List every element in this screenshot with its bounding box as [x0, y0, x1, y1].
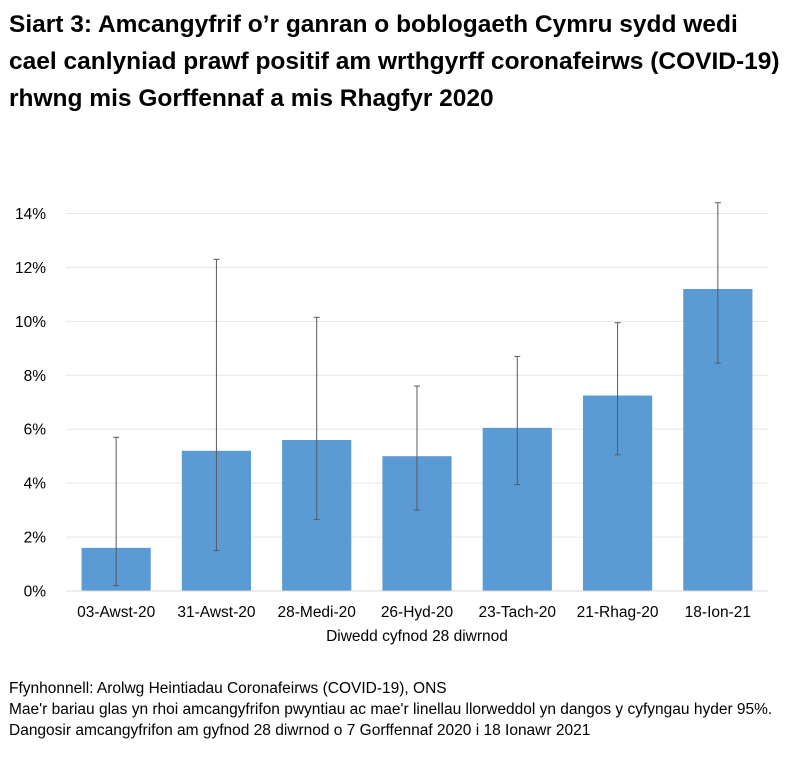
y-tick-label: 10%	[15, 314, 46, 331]
x-axis-ticks: 03-Awst-20 31-Awst-20 28-Medi-20 26-Hyd-20 2…	[77, 604, 751, 621]
y-tick-label: 4%	[24, 476, 47, 493]
source-note: Ffynhonnell: Arolwg Heintiadau Coronafei…	[9, 680, 447, 697]
x-tick-label: 28-Medi-20	[278, 604, 357, 621]
error-bars	[113, 202, 721, 587]
x-tick-label: 23-Tach-20	[479, 604, 557, 621]
x-tick-label: 21-Rhag-20	[577, 604, 659, 621]
y-tick-label: 8%	[24, 368, 47, 385]
x-tick-label: 31-Awst-20	[177, 604, 255, 621]
description-note: Mae'r bariau glas yn rhoi amcangyfrifon …	[9, 701, 773, 739]
chart-title: Siart 3: Amcangyfrif o’r ganran o boblog…	[9, 11, 780, 112]
x-tick-label: 03-Awst-20	[77, 604, 155, 621]
y-tick-label: 2%	[24, 530, 47, 547]
x-tick-label: 26-Hyd-20	[381, 604, 454, 621]
chart-notes: Ffynhonnell: Arolwg Heintiadau Coronafei…	[9, 678, 779, 741]
x-axis-label: Diwedd cyfnod 28 diwrnod	[326, 628, 508, 645]
bar-chart: 0% 2% 4% 6% 8% 10% 12% 14% 03-Awst-20 31-Awst-20…	[15, 202, 768, 645]
y-tick-label: 6%	[24, 422, 47, 439]
y-axis-ticks: 0% 2% 4% 6% 8% 10% 12% 14%	[15, 206, 46, 601]
y-tick-label: 12%	[15, 260, 46, 277]
y-tick-label: 0%	[24, 584, 47, 601]
x-tick-label: 18-Ion-21	[685, 604, 751, 621]
y-tick-label: 14%	[15, 206, 46, 223]
